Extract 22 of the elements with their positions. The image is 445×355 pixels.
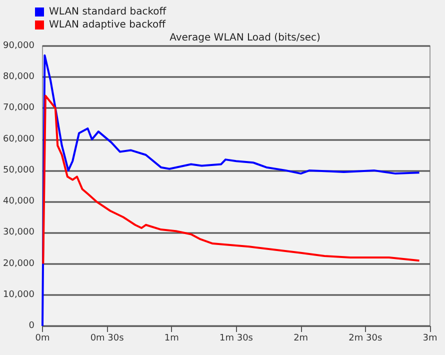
y-tick-label: 40,000	[2, 196, 35, 207]
x-tick-label: 2m 30s	[348, 334, 382, 344]
y-tick-label: 90,000	[2, 41, 35, 51]
x-tick-label: 2m	[294, 334, 308, 344]
x-tick-label: 0m 30s	[90, 334, 124, 344]
y-tick-label: 70,000	[2, 103, 35, 114]
y-tick-label: 0	[28, 321, 35, 331]
legend-label: WLAN standard backoff	[49, 6, 168, 18]
line-series	[42, 94, 420, 265]
y-tick-label: 20,000	[2, 258, 35, 269]
x-tick-label: 1m	[164, 334, 179, 344]
y-tick-label: 10,000	[2, 290, 35, 300]
y-tick-label: 50,000	[2, 165, 35, 176]
y-tick-label: 80,000	[2, 72, 35, 82]
y-tick-label: 60,000	[2, 134, 35, 144]
x-tick-label: 0m	[35, 334, 50, 344]
x-tick-label: 1m 30s	[219, 334, 254, 344]
x-tick-label: 3m	[422, 334, 438, 344]
y-tick-label: 30,000	[2, 228, 35, 238]
legend-label: WLAN adaptive backoff	[49, 20, 167, 30]
chart-title: Average WLAN Load (bits/sec)	[170, 32, 321, 44]
line-series	[41, 54, 420, 327]
